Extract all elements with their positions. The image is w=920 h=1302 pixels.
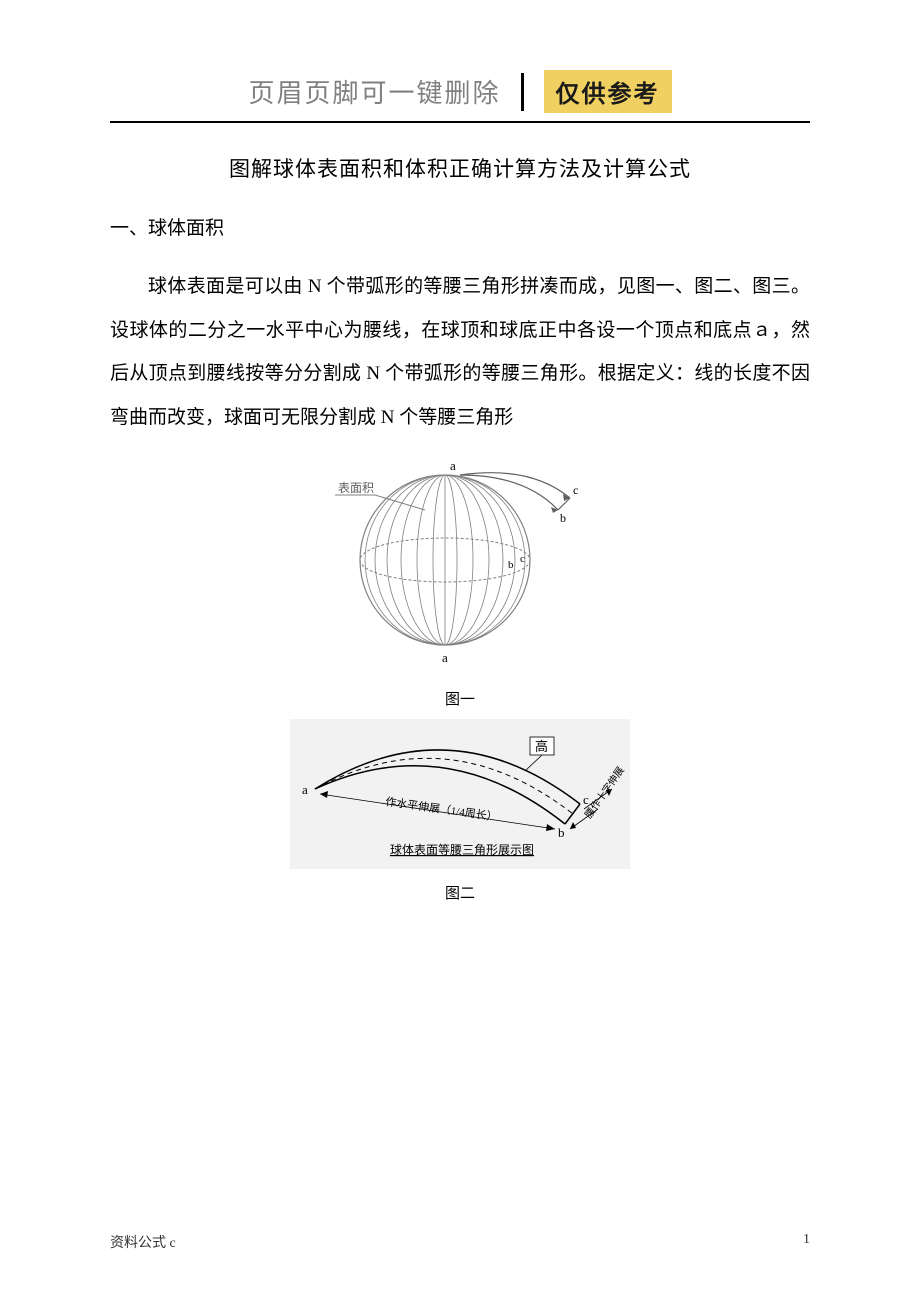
figure-two: 高 作水平伸展（1/4周长） a b c 腰作十字伸展 球体表面等腰三角形展示图… — [110, 719, 810, 903]
header-underline — [110, 121, 810, 123]
label-gao: 高 — [535, 739, 548, 754]
footer-page-number: 1 — [803, 1232, 810, 1252]
fig2-point-b: b — [558, 825, 565, 840]
fig2-point-a: a — [302, 782, 308, 797]
triangle-diagram: 高 作水平伸展（1/4周长） a b c 腰作十字伸展 球体表面等腰三角形展示图 — [290, 719, 630, 869]
point-c-eq: c — [520, 553, 525, 565]
header-badge: 仅供参考 — [544, 70, 672, 113]
figure1-caption: 图一 — [110, 688, 810, 709]
point-a-bottom: a — [442, 650, 448, 665]
page-footer: 资料公式 c 1 — [110, 1232, 810, 1252]
document-title: 图解球体表面积和体积正确计算方法及计算公式 — [110, 153, 810, 183]
point-b-det: b — [560, 511, 566, 525]
header-left-text: 页眉页脚可一键删除 — [248, 73, 500, 110]
fig2-title: 球体表面等腰三角形展示图 — [390, 843, 534, 857]
figure-one: 表面积 a a b c c b 图一 — [110, 450, 810, 709]
point-b-eq: b — [508, 559, 514, 571]
label-surface: 表面积 — [338, 481, 374, 495]
figure2-caption: 图二 — [110, 882, 810, 903]
page-header: 页眉页脚可一键删除 仅供参考 — [110, 70, 810, 113]
header-divider — [521, 73, 524, 111]
point-a-top: a — [450, 458, 456, 473]
fig2-point-c: c — [583, 792, 589, 807]
body-paragraph: 球体表面是可以由 N 个带弧形的等腰三角形拼凑而成，见图一、图二、图三。设球体的… — [110, 265, 810, 440]
footer-left: 资料公式 c — [110, 1232, 176, 1252]
point-c-det: c — [573, 483, 578, 497]
section-heading: 一、球体面积 — [110, 213, 810, 240]
sphere-diagram: 表面积 a a b c c b — [310, 450, 610, 675]
